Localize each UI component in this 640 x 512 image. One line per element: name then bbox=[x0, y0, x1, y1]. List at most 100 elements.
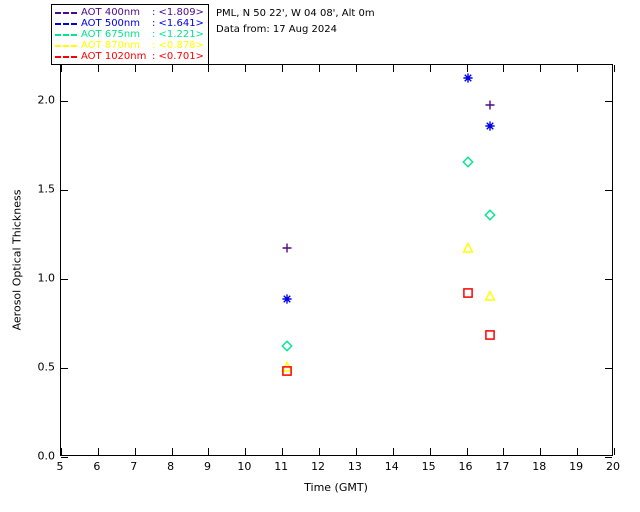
legend-line-swatch bbox=[55, 44, 77, 47]
x-axis-tick-label: 7 bbox=[130, 460, 138, 473]
x-axis-tick-label: 16 bbox=[458, 460, 473, 473]
x-axis-tick-label: 20 bbox=[606, 460, 620, 473]
x-axis-tick bbox=[171, 65, 173, 72]
legend-line-swatch bbox=[55, 55, 77, 58]
x-axis-tick-label: 15 bbox=[421, 460, 436, 473]
y-axis-tick bbox=[605, 189, 612, 191]
legend-entry: AOT 400nm : <1.809> bbox=[55, 7, 204, 18]
x-axis-tick bbox=[614, 65, 615, 72]
data-date-line: Data from: 17 Aug 2024 bbox=[216, 24, 337, 35]
data-point bbox=[281, 294, 292, 305]
x-axis-tick bbox=[392, 65, 394, 72]
legend-line-swatch bbox=[55, 22, 77, 25]
x-axis-tick bbox=[171, 448, 173, 455]
x-axis-title: Time (GMT) bbox=[304, 481, 368, 494]
data-point bbox=[281, 365, 292, 376]
y-axis-tick-label: 0.5 bbox=[37, 360, 56, 374]
x-axis-tick-label: 11 bbox=[274, 460, 289, 473]
y-axis-tick bbox=[61, 278, 68, 280]
x-axis-tick bbox=[355, 448, 357, 455]
x-axis-tick bbox=[429, 65, 431, 72]
x-axis-tick bbox=[208, 448, 210, 455]
x-axis-tick-label: 13 bbox=[347, 460, 362, 473]
y-axis-tick bbox=[605, 457, 612, 458]
x-axis-tick bbox=[134, 448, 136, 455]
data-point bbox=[462, 73, 473, 84]
y-axis-tick bbox=[605, 100, 612, 102]
x-axis-tick-label: 17 bbox=[495, 460, 510, 473]
x-axis-tick bbox=[614, 448, 615, 455]
x-axis-tick bbox=[503, 448, 505, 455]
x-axis-tick-label: 12 bbox=[311, 460, 326, 473]
x-axis-tick bbox=[577, 448, 579, 455]
legend-entry: AOT 870nm : <0.878> bbox=[55, 40, 204, 51]
x-axis-tick bbox=[282, 448, 284, 455]
x-axis-tick bbox=[503, 65, 505, 72]
legend-line-swatch bbox=[55, 33, 77, 36]
data-point bbox=[484, 121, 495, 132]
legend-line-swatch bbox=[55, 11, 77, 14]
data-point bbox=[484, 289, 496, 301]
y-axis-tick-label: 1.0 bbox=[37, 271, 56, 285]
y-axis-tick bbox=[61, 457, 68, 458]
x-axis-tick bbox=[540, 448, 542, 455]
x-axis-tick bbox=[61, 448, 62, 455]
y-axis-tick-label: 2.0 bbox=[37, 93, 56, 107]
x-axis-tick bbox=[392, 448, 394, 455]
legend-entry-label: AOT 870nm : <0.878> bbox=[81, 40, 204, 51]
data-point-layer bbox=[61, 65, 614, 457]
axes-frame bbox=[60, 64, 615, 458]
data-point bbox=[461, 241, 474, 253]
data-point bbox=[484, 208, 496, 221]
y-axis-tick-label: 1.5 bbox=[37, 182, 56, 196]
y-axis-tick bbox=[61, 189, 68, 191]
x-axis-tick bbox=[245, 448, 247, 455]
legend-entry-label: AOT 400nm : <1.809> bbox=[81, 7, 204, 18]
x-axis-tick bbox=[208, 65, 210, 72]
data-point bbox=[462, 288, 473, 299]
y-axis-tick bbox=[605, 367, 612, 369]
x-axis-tick-label: 9 bbox=[203, 460, 211, 473]
x-axis-tick bbox=[134, 65, 136, 72]
x-axis-tick bbox=[429, 448, 431, 455]
data-point bbox=[281, 339, 293, 352]
x-axis-tick bbox=[61, 65, 62, 72]
header-annotation: PML, N 50 22', W 04 08', Alt 0m Data fro… bbox=[216, 6, 375, 38]
y-axis-tick bbox=[61, 100, 68, 102]
site-location-line: PML, N 50 22', W 04 08', Alt 0m bbox=[216, 8, 375, 19]
x-axis-tick-label: 18 bbox=[532, 460, 547, 473]
x-axis-tick bbox=[245, 65, 247, 72]
legend-entry-label: AOT 1020nm : <0.701> bbox=[81, 51, 204, 62]
x-axis-tick bbox=[577, 65, 579, 72]
x-axis-tick bbox=[466, 65, 468, 72]
x-axis-tick-label: 5 bbox=[56, 460, 64, 473]
y-axis-tick-label: 0.0 bbox=[37, 449, 56, 463]
x-axis-tick-label: 19 bbox=[569, 460, 584, 473]
x-axis-tick bbox=[319, 448, 321, 455]
data-point bbox=[484, 329, 495, 340]
x-axis-tick bbox=[319, 65, 321, 72]
x-axis-tick bbox=[466, 448, 468, 455]
data-point bbox=[461, 156, 474, 168]
x-axis-tick bbox=[97, 65, 99, 72]
legend-entry-label: AOT 500nm : <1.641> bbox=[81, 18, 204, 29]
legend-box: AOT 400nm : <1.809> AOT 500nm : <1.641> AO… bbox=[51, 4, 209, 65]
x-axis-tick-label: 10 bbox=[237, 460, 252, 473]
x-axis-tick bbox=[540, 65, 542, 72]
legend-entry: AOT 1020nm : <0.701> bbox=[55, 51, 204, 62]
y-axis-tick bbox=[605, 278, 612, 280]
x-axis-tick-label: 14 bbox=[384, 460, 399, 473]
y-axis-title: Aerosol Optical Thickness bbox=[10, 189, 24, 331]
x-axis-tick bbox=[355, 65, 357, 72]
x-axis-tick-label: 6 bbox=[93, 460, 101, 473]
data-point bbox=[484, 100, 495, 111]
data-point bbox=[281, 242, 292, 253]
x-axis-tick-label: 8 bbox=[167, 460, 175, 473]
legend-entry: AOT 675nm : <1.221> bbox=[55, 29, 204, 40]
x-axis-tick bbox=[97, 448, 99, 455]
y-axis-tick bbox=[61, 367, 68, 369]
x-axis-tick bbox=[282, 65, 284, 72]
legend-entry: AOT 500nm : <1.641> bbox=[55, 18, 204, 29]
legend-entry-label: AOT 675nm : <1.221> bbox=[81, 29, 204, 40]
